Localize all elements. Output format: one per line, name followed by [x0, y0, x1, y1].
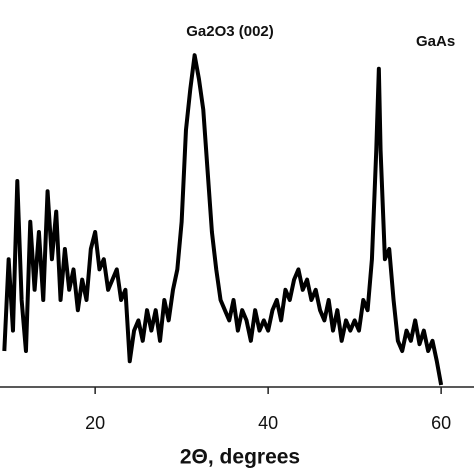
data-line	[2, 53, 444, 386]
annotation: GaAs	[416, 33, 455, 50]
x-tick-label: 40	[258, 413, 278, 433]
x-tick-label: 60	[431, 413, 451, 433]
annotation: Ga2O3 (002)	[186, 23, 274, 40]
x-axis-label: 2Θ, degrees	[180, 446, 300, 469]
x-tick-label: 20	[85, 413, 105, 433]
